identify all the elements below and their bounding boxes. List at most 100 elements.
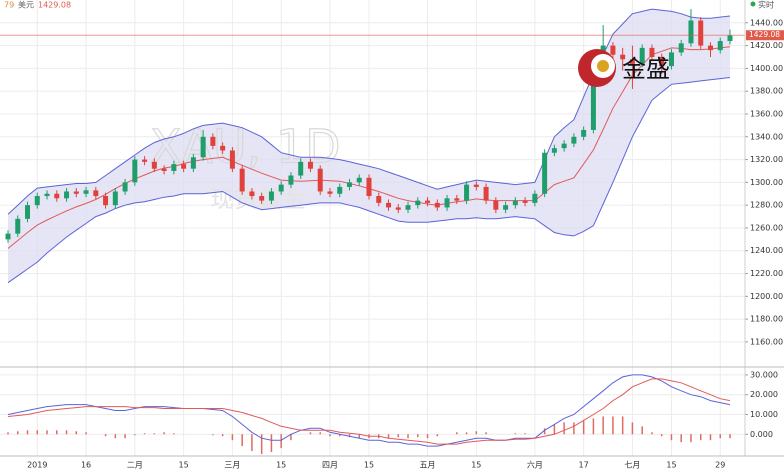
candle-body <box>386 202 392 208</box>
x-tick-label: 17 <box>579 461 589 470</box>
macd-dif <box>7 374 731 447</box>
candle-body <box>503 205 509 210</box>
candle-body <box>551 148 557 153</box>
x-tick-label: 15 <box>666 461 676 470</box>
x-tick-label: 三月 <box>224 461 240 470</box>
status-dot <box>750 1 756 7</box>
x-tick-label: 四月 <box>322 461 338 470</box>
candle-body <box>93 190 99 197</box>
candle-body <box>698 20 704 46</box>
candle-body <box>171 164 177 171</box>
candle-body <box>83 190 89 194</box>
candle-body <box>717 41 723 51</box>
candle-body <box>395 207 401 210</box>
logo-dot <box>597 60 609 72</box>
candle-body <box>659 56 665 67</box>
candle-body <box>220 145 226 151</box>
x-tick-label: 六月 <box>527 460 543 470</box>
candle-body <box>307 161 313 169</box>
candle-body <box>317 168 323 192</box>
y-tick-label: 1420.00 <box>750 41 783 50</box>
currency: 美元 <box>18 0 34 10</box>
candle-body <box>649 47 655 57</box>
candle-body <box>610 45 616 55</box>
candle-body <box>337 186 343 194</box>
candle-body <box>444 198 450 208</box>
candle-body <box>132 159 138 183</box>
y-tick-label: 1240.00 <box>750 246 783 255</box>
y-tick-label: 1300.00 <box>750 178 783 187</box>
y-tick-label: 1360.00 <box>750 109 783 118</box>
y-tick-label: 20.000 <box>750 390 778 399</box>
candle-body <box>356 177 362 183</box>
candle-body <box>346 182 352 187</box>
candle-body <box>239 168 245 192</box>
status: 实时 <box>758 0 774 10</box>
y-tick-label: 1340.00 <box>750 132 783 141</box>
candle-body <box>288 175 294 185</box>
candle-body <box>200 136 206 158</box>
candle-body <box>259 196 265 201</box>
candle-body <box>454 198 460 201</box>
symbol-fragment: 79 <box>4 1 14 10</box>
candle-body <box>73 191 79 194</box>
candle-body <box>298 161 304 176</box>
x-tick-label: 二月 <box>127 461 143 470</box>
candle-body <box>590 70 596 130</box>
x-tick-label: 15 <box>276 461 286 470</box>
y-tick-label: 1320.00 <box>750 155 783 164</box>
x-tick-label: 15 <box>364 461 374 470</box>
band-area <box>8 9 730 283</box>
band-lower <box>7 77 731 284</box>
candle-body <box>64 191 70 199</box>
candle-body <box>190 157 196 169</box>
y-tick-label: 1280.00 <box>750 201 783 210</box>
candle-body <box>620 54 626 60</box>
candle-body <box>376 196 382 203</box>
x-tick-label: 15 <box>179 461 189 470</box>
y-tick-label: 1180.00 <box>750 315 783 324</box>
x-tick-label: 2019 <box>27 461 47 470</box>
candle-body <box>151 161 157 169</box>
candle-body <box>327 191 333 194</box>
candle-body <box>44 193 50 197</box>
logo-text: 金盛 <box>622 55 670 83</box>
x-tick-label: 16 <box>81 461 91 470</box>
y-tick-label: 1220.00 <box>750 269 783 278</box>
candle-body <box>249 191 255 197</box>
logo: 金盛 <box>578 49 670 87</box>
candle-body <box>405 205 411 210</box>
candle-body <box>678 43 684 53</box>
candle-body <box>639 47 645 64</box>
candle-body <box>425 200 431 203</box>
y-tick-label: 10.000 <box>750 410 778 419</box>
candle-body <box>15 218 21 234</box>
candle-body <box>629 59 635 64</box>
y-tick-label: 1400.00 <box>750 64 783 73</box>
candle-body <box>34 196 40 206</box>
candle-body <box>688 20 694 44</box>
plot-underlay <box>0 0 745 456</box>
last-price-label: 1429.08 <box>749 30 780 39</box>
candle-body <box>122 182 128 192</box>
y-tick-label: 30.000 <box>750 370 778 379</box>
candle-body <box>5 233 11 240</box>
x-tick-label: 七月 <box>624 461 640 470</box>
candle-body <box>112 191 118 206</box>
candle-body <box>493 200 499 210</box>
candle-body <box>561 143 567 149</box>
y-tick-label: 1160.00 <box>750 337 783 346</box>
candle-body <box>532 193 538 203</box>
header-price: 1429.08 <box>38 1 71 10</box>
candle-body <box>142 159 148 162</box>
candle-body <box>278 184 284 192</box>
x-tick-label: 29 <box>715 461 725 470</box>
candle-body <box>103 196 109 206</box>
candle-body <box>161 168 167 171</box>
x-tick-label: 15 <box>471 461 481 470</box>
band-upper <box>7 8 731 215</box>
candle-body <box>727 35 733 42</box>
y-tick-label: 1200.00 <box>750 292 783 301</box>
y-tick-label: 0.000 <box>750 430 773 439</box>
